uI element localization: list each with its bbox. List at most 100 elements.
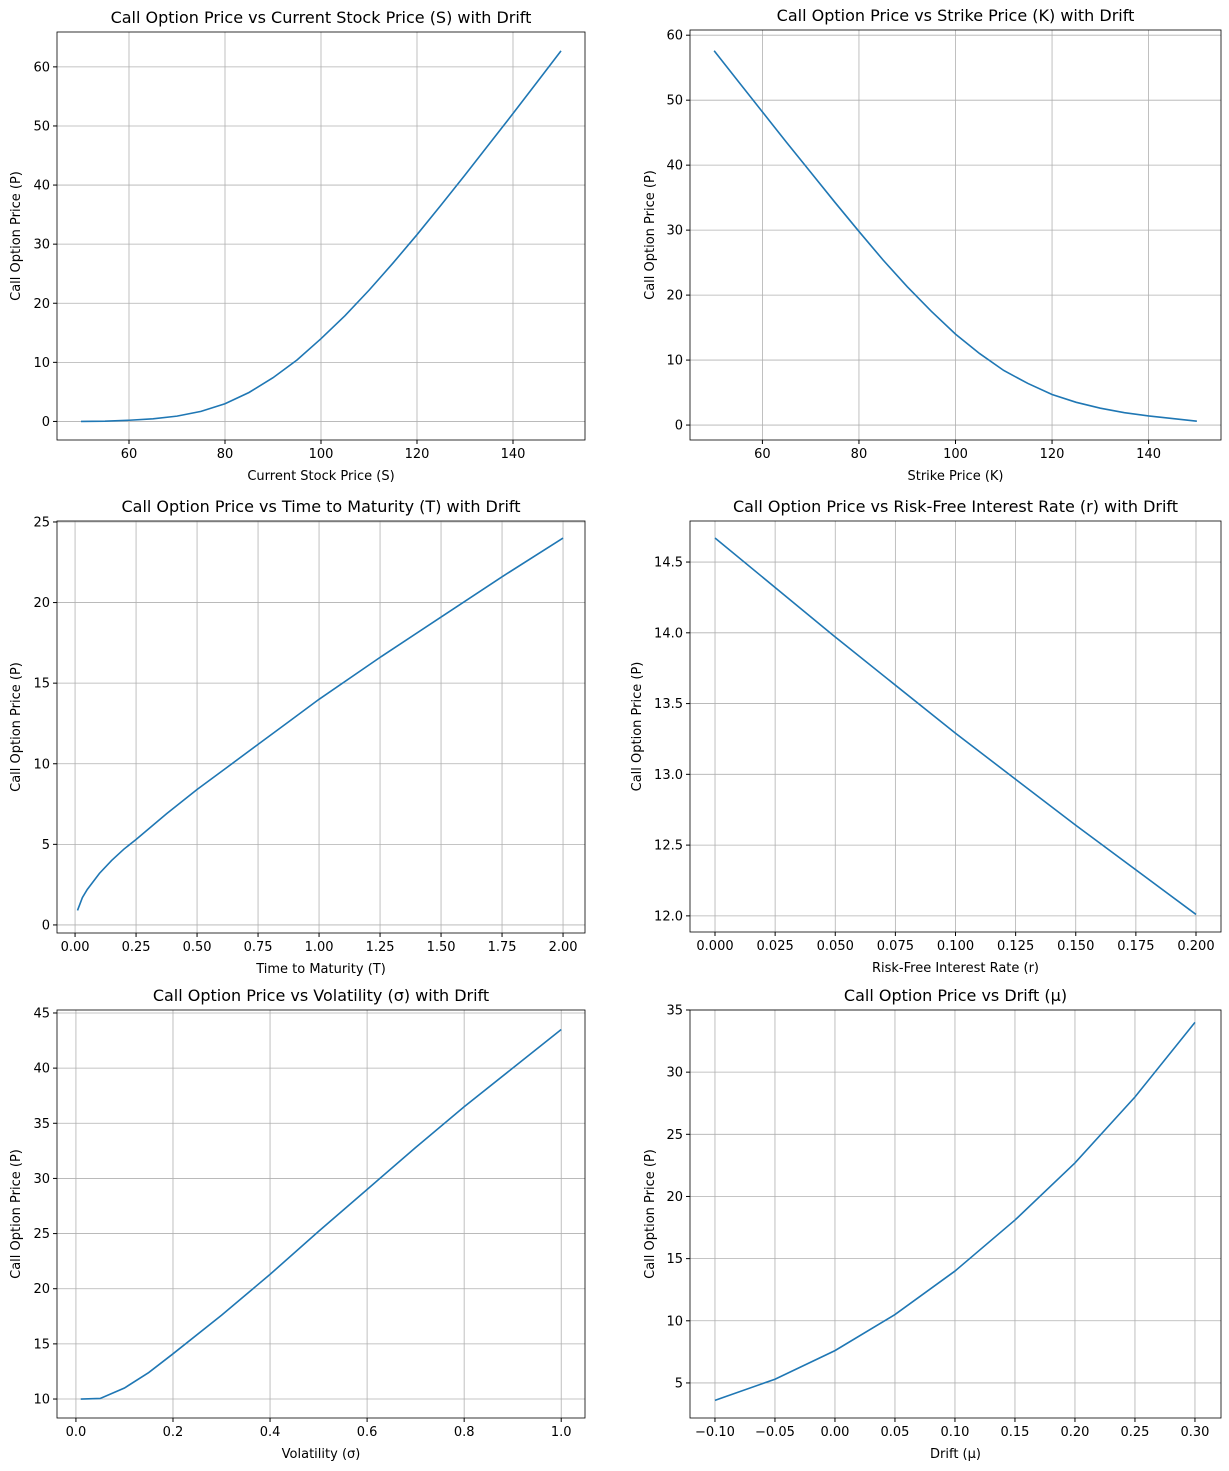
axes-frame — [689, 1009, 1222, 1419]
y-tick-label: 20 — [666, 1190, 683, 1205]
x-tick-label: 0.00 — [820, 1425, 849, 1440]
x-axis-label: Drift (μ) — [930, 1447, 981, 1462]
x-axis-label: Time to Maturity (T) — [255, 962, 386, 977]
y-tick-label: 30 — [33, 238, 50, 253]
y-tick-label: 20 — [33, 297, 50, 312]
x-tick-label: 1.75 — [488, 940, 517, 955]
y-tick-label: 14.0 — [654, 626, 683, 641]
x-tick-label: 0.05 — [880, 1425, 909, 1440]
data-line — [713, 50, 1197, 422]
x-axis-label: Strike Price (K) — [907, 469, 1003, 484]
x-tick-label: 140 — [1136, 447, 1161, 462]
x-tick-label: 1.50 — [427, 940, 456, 955]
y-tick-label: 35 — [666, 1004, 683, 1019]
data-line — [76, 537, 564, 911]
axes-frame — [56, 1009, 586, 1419]
y-tick-label: 45 — [33, 1006, 50, 1021]
axes-frame — [689, 520, 1222, 933]
x-tick-label: 0.30 — [1180, 1425, 1209, 1440]
y-axis-label: Call Option Price (P) — [9, 662, 24, 792]
x-tick-label: 0.175 — [1117, 939, 1154, 954]
y-tick-label: 50 — [33, 119, 50, 134]
x-tick-label: 0.10 — [940, 1425, 969, 1440]
y-axis-label: Call Option Price (P) — [9, 1149, 24, 1279]
y-tick-label: 50 — [666, 94, 683, 109]
y-tick-label: 40 — [33, 1062, 50, 1077]
y-tick-label: 0 — [42, 415, 50, 430]
chart-title: Call Option Price vs Strike Price (K) wi… — [777, 6, 1135, 25]
y-tick-label: 13.0 — [654, 768, 683, 783]
y-tick-label: 10 — [33, 757, 50, 772]
axes-frame — [689, 29, 1222, 441]
x-tick-label: 60 — [754, 447, 771, 462]
x-tick-label: 0.15 — [1000, 1425, 1029, 1440]
x-tick-label: 0.025 — [757, 939, 794, 954]
subplot: 0.0 0.2 0.4 0.6 0.8 1.0 10 15 20 25 30 35 40 45 Call O… — [9, 986, 586, 1462]
x-tick-label: 100 — [943, 447, 968, 462]
data-line — [714, 1021, 1196, 1402]
x-tick-label: 1.25 — [366, 940, 395, 955]
x-tick-label: 0.6 — [357, 1425, 378, 1440]
y-tick-label: 12.5 — [654, 839, 683, 854]
x-tick-label: 2.00 — [549, 940, 578, 955]
x-tick-label: 0.075 — [877, 939, 914, 954]
data-line — [714, 537, 1197, 916]
x-tick-label: 0.050 — [817, 939, 854, 954]
x-axis-label: Risk-Free Interest Rate (r) — [872, 961, 1039, 976]
x-tick-label: 120 — [1040, 447, 1065, 462]
subplot: 60 80 100 120 140 0 10 20 30 40 50 60 Call Option Pr… — [9, 8, 586, 484]
data-line — [80, 1028, 562, 1400]
chart-title: Call Option Price vs Current Stock Price… — [111, 8, 532, 27]
x-tick-label: 80 — [217, 447, 234, 462]
y-tick-label: 20 — [666, 289, 683, 304]
x-tick-label: 0.0 — [66, 1425, 87, 1440]
x-tick-label: 0.2 — [163, 1425, 184, 1440]
x-tick-label: 0.20 — [1060, 1425, 1089, 1440]
x-tick-label: 60 — [121, 447, 138, 462]
y-tick-label: 15 — [33, 677, 50, 692]
subplot: 0.000 0.025 0.050 0.075 0.100 0.125 0.150 0.175… — [630, 497, 1222, 976]
x-axis-label: Volatility (σ) — [282, 1447, 361, 1462]
y-tick-label: 25 — [666, 1128, 683, 1143]
y-tick-label: 40 — [666, 159, 683, 174]
chart-title: Call Option Price vs Volatility (σ) with… — [153, 986, 489, 1005]
y-tick-label: 20 — [33, 596, 50, 611]
y-tick-label: 15 — [666, 1252, 683, 1267]
x-axis-label: Current Stock Price (S) — [247, 469, 394, 484]
y-tick-label: 35 — [33, 1117, 50, 1132]
y-tick-label: 30 — [33, 1172, 50, 1187]
y-tick-label: 60 — [666, 29, 683, 44]
y-tick-label: 10 — [33, 356, 50, 371]
y-axis-label: Call Option Price (P) — [643, 1149, 658, 1279]
x-tick-label: 1.0 — [551, 1425, 572, 1440]
axes-frame — [56, 520, 586, 934]
y-tick-label: 0 — [42, 918, 50, 933]
x-tick-label: 100 — [309, 447, 334, 462]
y-tick-label: 20 — [33, 1282, 50, 1297]
x-tick-label: 0.100 — [937, 939, 974, 954]
x-tick-label: 120 — [405, 447, 430, 462]
x-tick-label: 0.75 — [244, 940, 273, 955]
chart-title: Call Option Price vs Drift (μ) — [844, 986, 1067, 1005]
x-tick-label: 80 — [851, 447, 868, 462]
y-axis-label: Call Option Price (P) — [630, 662, 645, 792]
y-tick-label: 10 — [666, 354, 683, 369]
x-tick-label: −0.10 — [695, 1425, 735, 1440]
subplot: −0.10 −0.05 0.00 0.05 0.10 0.15 0.20 0.25 0.30 5 1… — [643, 986, 1222, 1462]
x-tick-label: 0.8 — [454, 1425, 475, 1440]
y-tick-label: 5 — [675, 1376, 683, 1391]
x-tick-label: 0.125 — [997, 939, 1034, 954]
y-tick-label: 40 — [33, 179, 50, 194]
y-tick-label: 30 — [666, 1066, 683, 1081]
y-tick-label: 25 — [33, 515, 50, 530]
subplot: 60 80 100 120 140 0 10 20 30 40 50 60 Call Option Pr… — [643, 6, 1222, 484]
y-tick-label: 13.5 — [654, 697, 683, 712]
x-tick-label: 0.25 — [1120, 1425, 1149, 1440]
y-tick-label: 10 — [33, 1393, 50, 1408]
y-tick-label: 30 — [666, 224, 683, 239]
chart-title: Call Option Price vs Time to Maturity (T… — [121, 497, 520, 516]
x-tick-label: 1.00 — [305, 940, 334, 955]
y-tick-label: 10 — [666, 1314, 683, 1329]
